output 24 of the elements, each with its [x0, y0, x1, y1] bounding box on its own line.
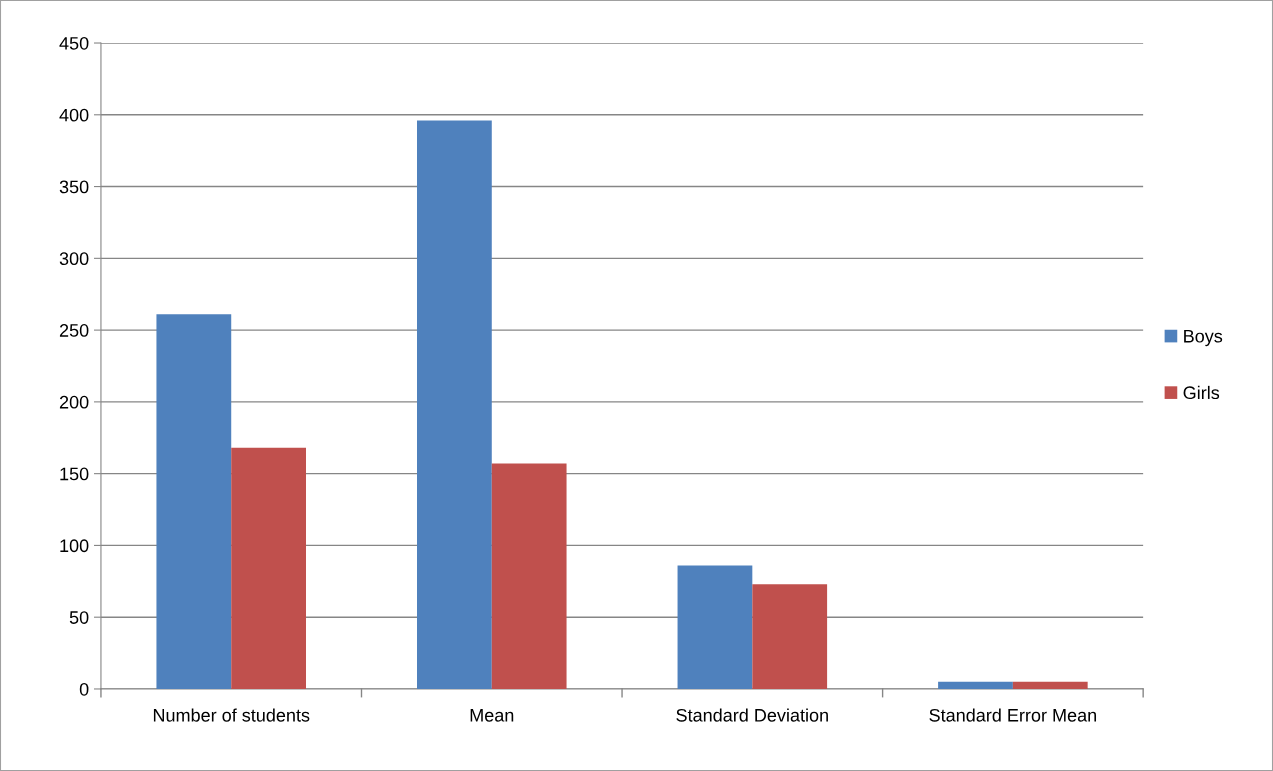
y-tick-label: 200: [59, 395, 89, 409]
y-tick-label: 0: [79, 682, 89, 696]
x-tick-label: Standard Error Mean: [929, 708, 1097, 722]
bar: [231, 447, 306, 689]
bar: [491, 463, 567, 689]
bar: [677, 565, 753, 689]
y-tick-label: 100: [60, 539, 89, 553]
legend-label: Girls: [1183, 385, 1220, 400]
y-tick-label: 450: [59, 36, 89, 50]
y-tick-label: 400: [59, 108, 89, 122]
y-tick-label: 150: [60, 467, 89, 481]
bar: [938, 681, 1013, 689]
y-tick-label: 300: [59, 252, 89, 266]
y-tick-label: 50: [69, 611, 89, 624]
x-tick-label: Standard Deviation: [676, 708, 828, 722]
legend-label: Boys: [1184, 329, 1223, 347]
bar: [417, 120, 492, 689]
x-tick-label: Number of students: [153, 708, 310, 722]
y-tick-label: 350: [59, 180, 89, 194]
bar: [1012, 681, 1088, 689]
x-tick-label: Mean: [470, 709, 514, 722]
bar: [752, 584, 828, 689]
bar: [156, 314, 232, 689]
y-tick-label: 250: [59, 324, 89, 337]
